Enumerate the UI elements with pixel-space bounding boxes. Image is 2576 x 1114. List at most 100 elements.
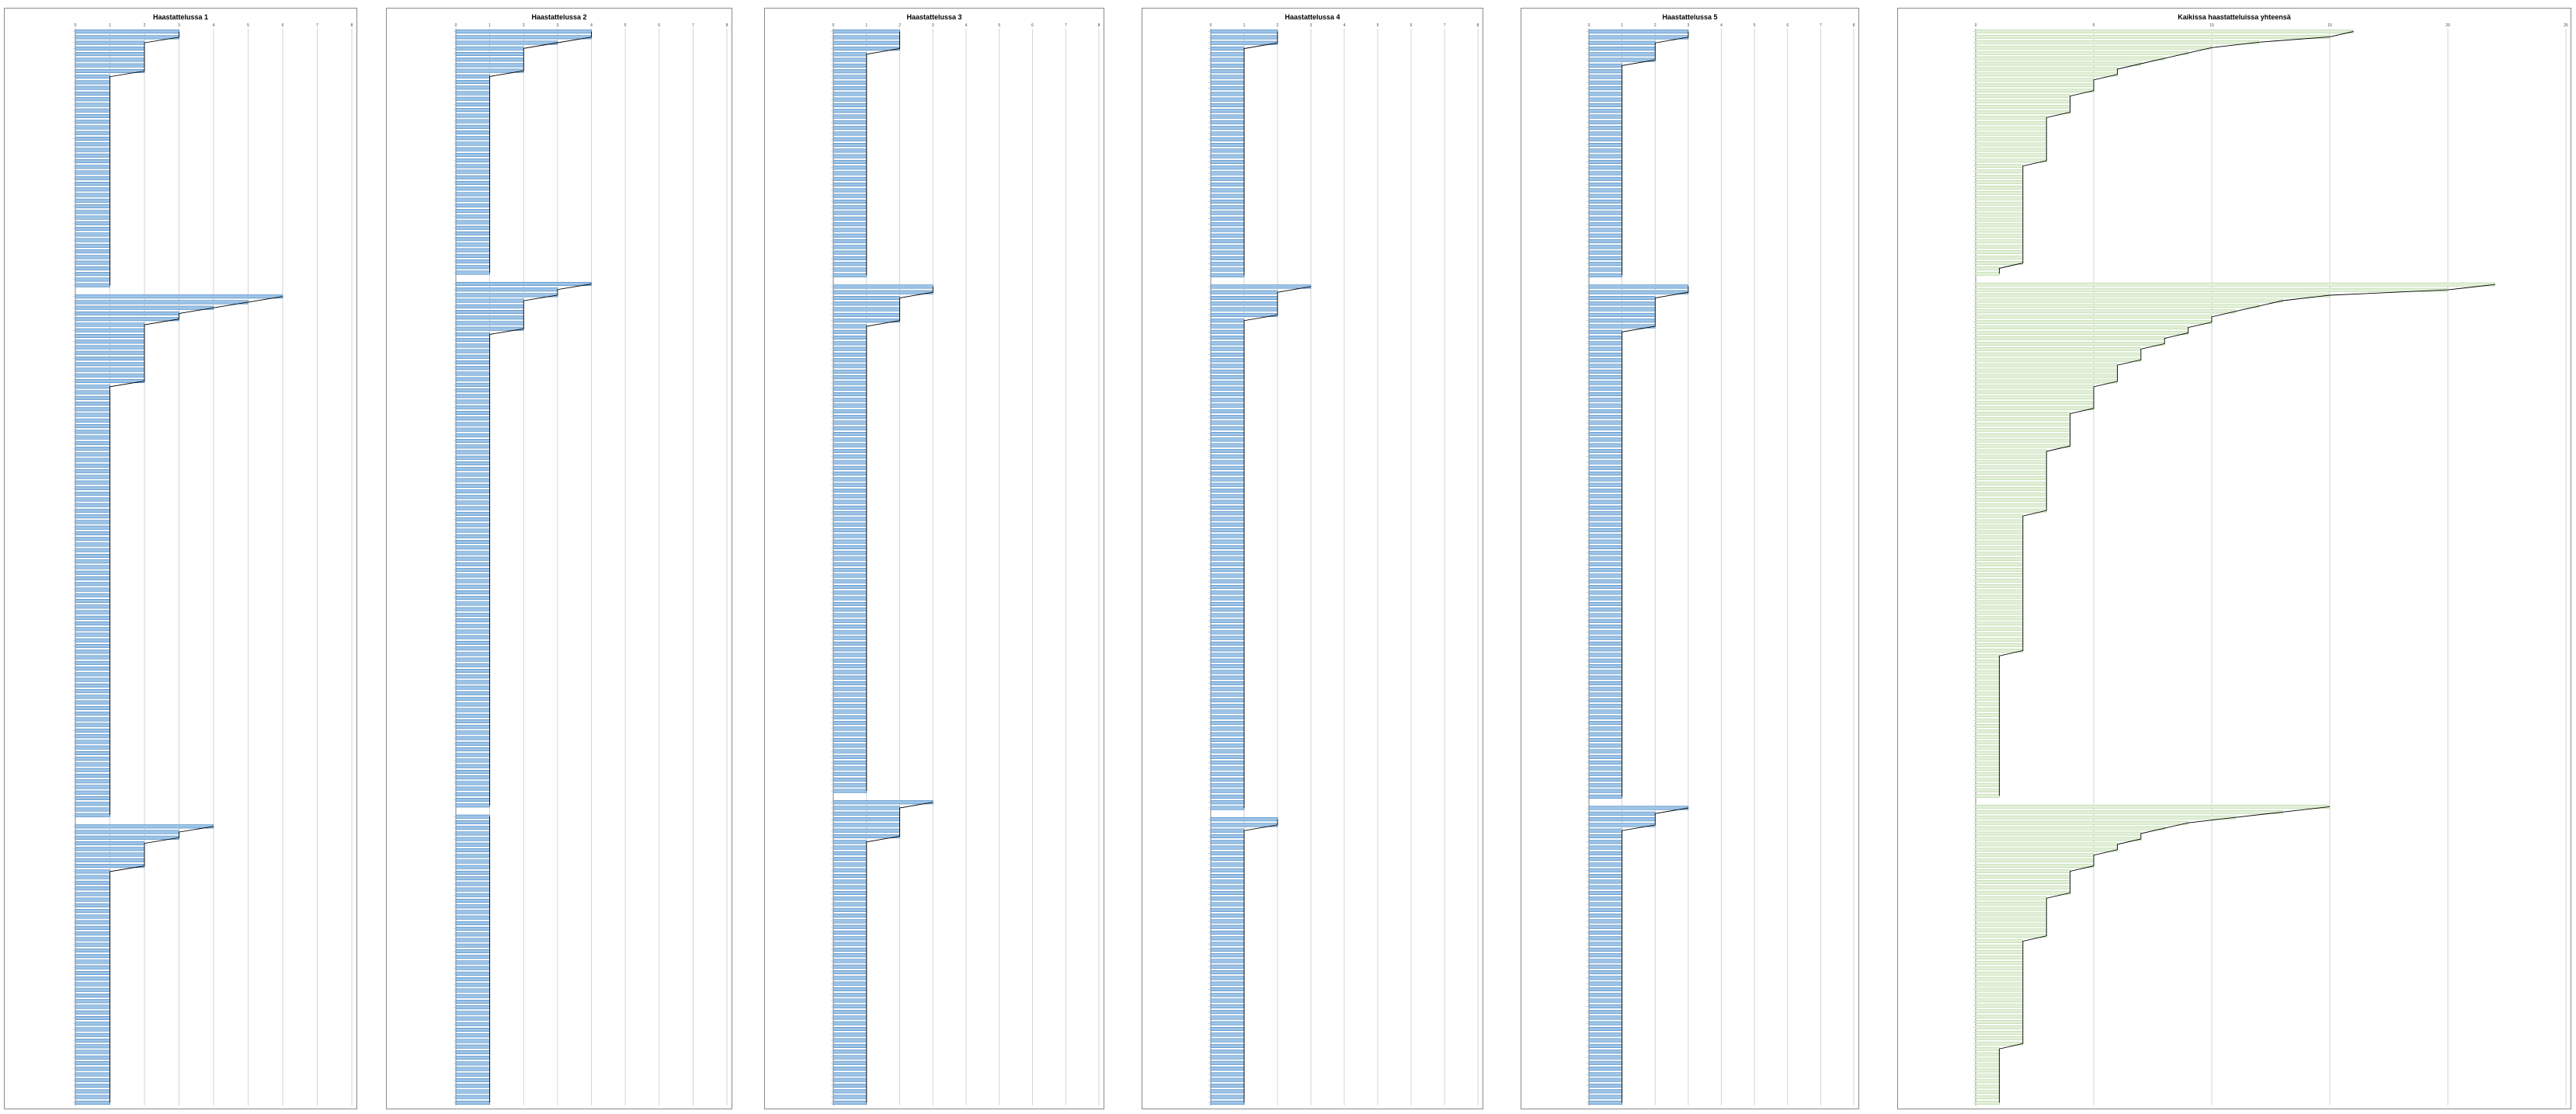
bar bbox=[1210, 86, 1245, 91]
bar bbox=[1975, 815, 2236, 820]
bar bbox=[1588, 585, 1622, 590]
x-tick-label: 5 bbox=[1377, 23, 1379, 28]
bar bbox=[75, 243, 110, 248]
bar bbox=[1210, 505, 1245, 510]
bar bbox=[75, 553, 110, 558]
bar bbox=[1975, 890, 2070, 895]
bar bbox=[75, 948, 110, 952]
bar bbox=[1975, 1004, 2024, 1008]
bar bbox=[833, 312, 900, 317]
bar bbox=[1975, 1009, 2024, 1014]
bar bbox=[455, 562, 490, 566]
bar bbox=[75, 221, 110, 225]
bar bbox=[455, 786, 490, 791]
bar bbox=[455, 298, 524, 303]
bar bbox=[1975, 422, 2070, 426]
bar bbox=[75, 858, 145, 862]
bar bbox=[833, 551, 867, 555]
bar bbox=[833, 630, 867, 635]
bar bbox=[75, 672, 110, 677]
bar bbox=[75, 153, 110, 158]
bar bbox=[455, 966, 490, 970]
bar bbox=[1210, 573, 1245, 578]
bar bbox=[1588, 976, 1622, 980]
bar bbox=[1210, 1072, 1245, 1077]
bar bbox=[455, 915, 490, 920]
bar bbox=[75, 159, 110, 164]
bar bbox=[1975, 357, 2142, 362]
bar bbox=[455, 999, 490, 1004]
bar bbox=[455, 775, 490, 780]
chart-plot: 0 5 10 15 20 25 bbox=[1973, 23, 2568, 1105]
bar bbox=[833, 562, 867, 566]
bar bbox=[1210, 120, 1245, 124]
bar bbox=[75, 1061, 110, 1066]
bar bbox=[1210, 715, 1245, 719]
bar bbox=[1210, 942, 1245, 946]
bar bbox=[1975, 649, 2024, 653]
bar bbox=[1210, 75, 1245, 79]
bar bbox=[1975, 858, 2095, 863]
bar bbox=[1210, 1083, 1245, 1088]
bar bbox=[75, 700, 110, 705]
bar bbox=[1210, 426, 1245, 430]
bar bbox=[1210, 52, 1245, 57]
bar bbox=[1210, 653, 1245, 657]
bar bbox=[1588, 517, 1622, 521]
bar bbox=[1975, 896, 2047, 900]
x-tick-label: 8 bbox=[351, 23, 353, 28]
bar bbox=[1975, 594, 2024, 599]
bar bbox=[75, 402, 110, 406]
bar bbox=[833, 675, 867, 680]
bar bbox=[1210, 1027, 1245, 1032]
bar bbox=[1210, 131, 1245, 136]
bar bbox=[833, 47, 900, 51]
bar bbox=[1975, 234, 2024, 238]
bar bbox=[1210, 687, 1245, 691]
bar bbox=[1975, 218, 2024, 222]
bar bbox=[833, 754, 867, 759]
bar bbox=[833, 245, 867, 249]
bar bbox=[1588, 40, 1656, 45]
bar bbox=[1588, 522, 1622, 527]
bar bbox=[455, 685, 490, 690]
bar bbox=[75, 193, 110, 197]
bar bbox=[75, 35, 179, 40]
bar bbox=[833, 80, 867, 85]
bar bbox=[1975, 734, 2000, 739]
bar bbox=[455, 618, 490, 623]
bar bbox=[75, 750, 110, 755]
bar bbox=[833, 75, 867, 79]
bar bbox=[1975, 433, 2070, 437]
bar bbox=[1210, 517, 1245, 521]
bar bbox=[75, 689, 110, 694]
bar bbox=[1210, 834, 1245, 839]
bar bbox=[1975, 697, 2000, 701]
bar bbox=[75, 734, 110, 739]
bar bbox=[1975, 745, 2000, 750]
bar bbox=[1210, 823, 1278, 827]
bar bbox=[833, 176, 867, 181]
x-tick-label: 15 bbox=[2327, 23, 2332, 28]
bar bbox=[1210, 97, 1245, 102]
bar bbox=[1588, 562, 1622, 566]
bar bbox=[455, 663, 490, 667]
series-line bbox=[1998, 31, 2354, 274]
bar bbox=[833, 783, 867, 788]
bar bbox=[75, 68, 145, 73]
bar bbox=[1588, 528, 1622, 533]
bar bbox=[1210, 754, 1245, 759]
bar bbox=[75, 987, 110, 992]
bar bbox=[1210, 789, 1245, 793]
bar bbox=[1975, 659, 2000, 663]
bar bbox=[833, 301, 900, 306]
bar bbox=[1210, 375, 1245, 380]
bar bbox=[1588, 601, 1622, 606]
bar bbox=[1588, 375, 1622, 380]
bar bbox=[1588, 698, 1622, 702]
bar bbox=[833, 1100, 867, 1105]
x-tick-label: 0 bbox=[75, 23, 77, 28]
bar bbox=[1210, 211, 1245, 215]
bar bbox=[1588, 75, 1622, 79]
bar bbox=[1975, 293, 2331, 298]
